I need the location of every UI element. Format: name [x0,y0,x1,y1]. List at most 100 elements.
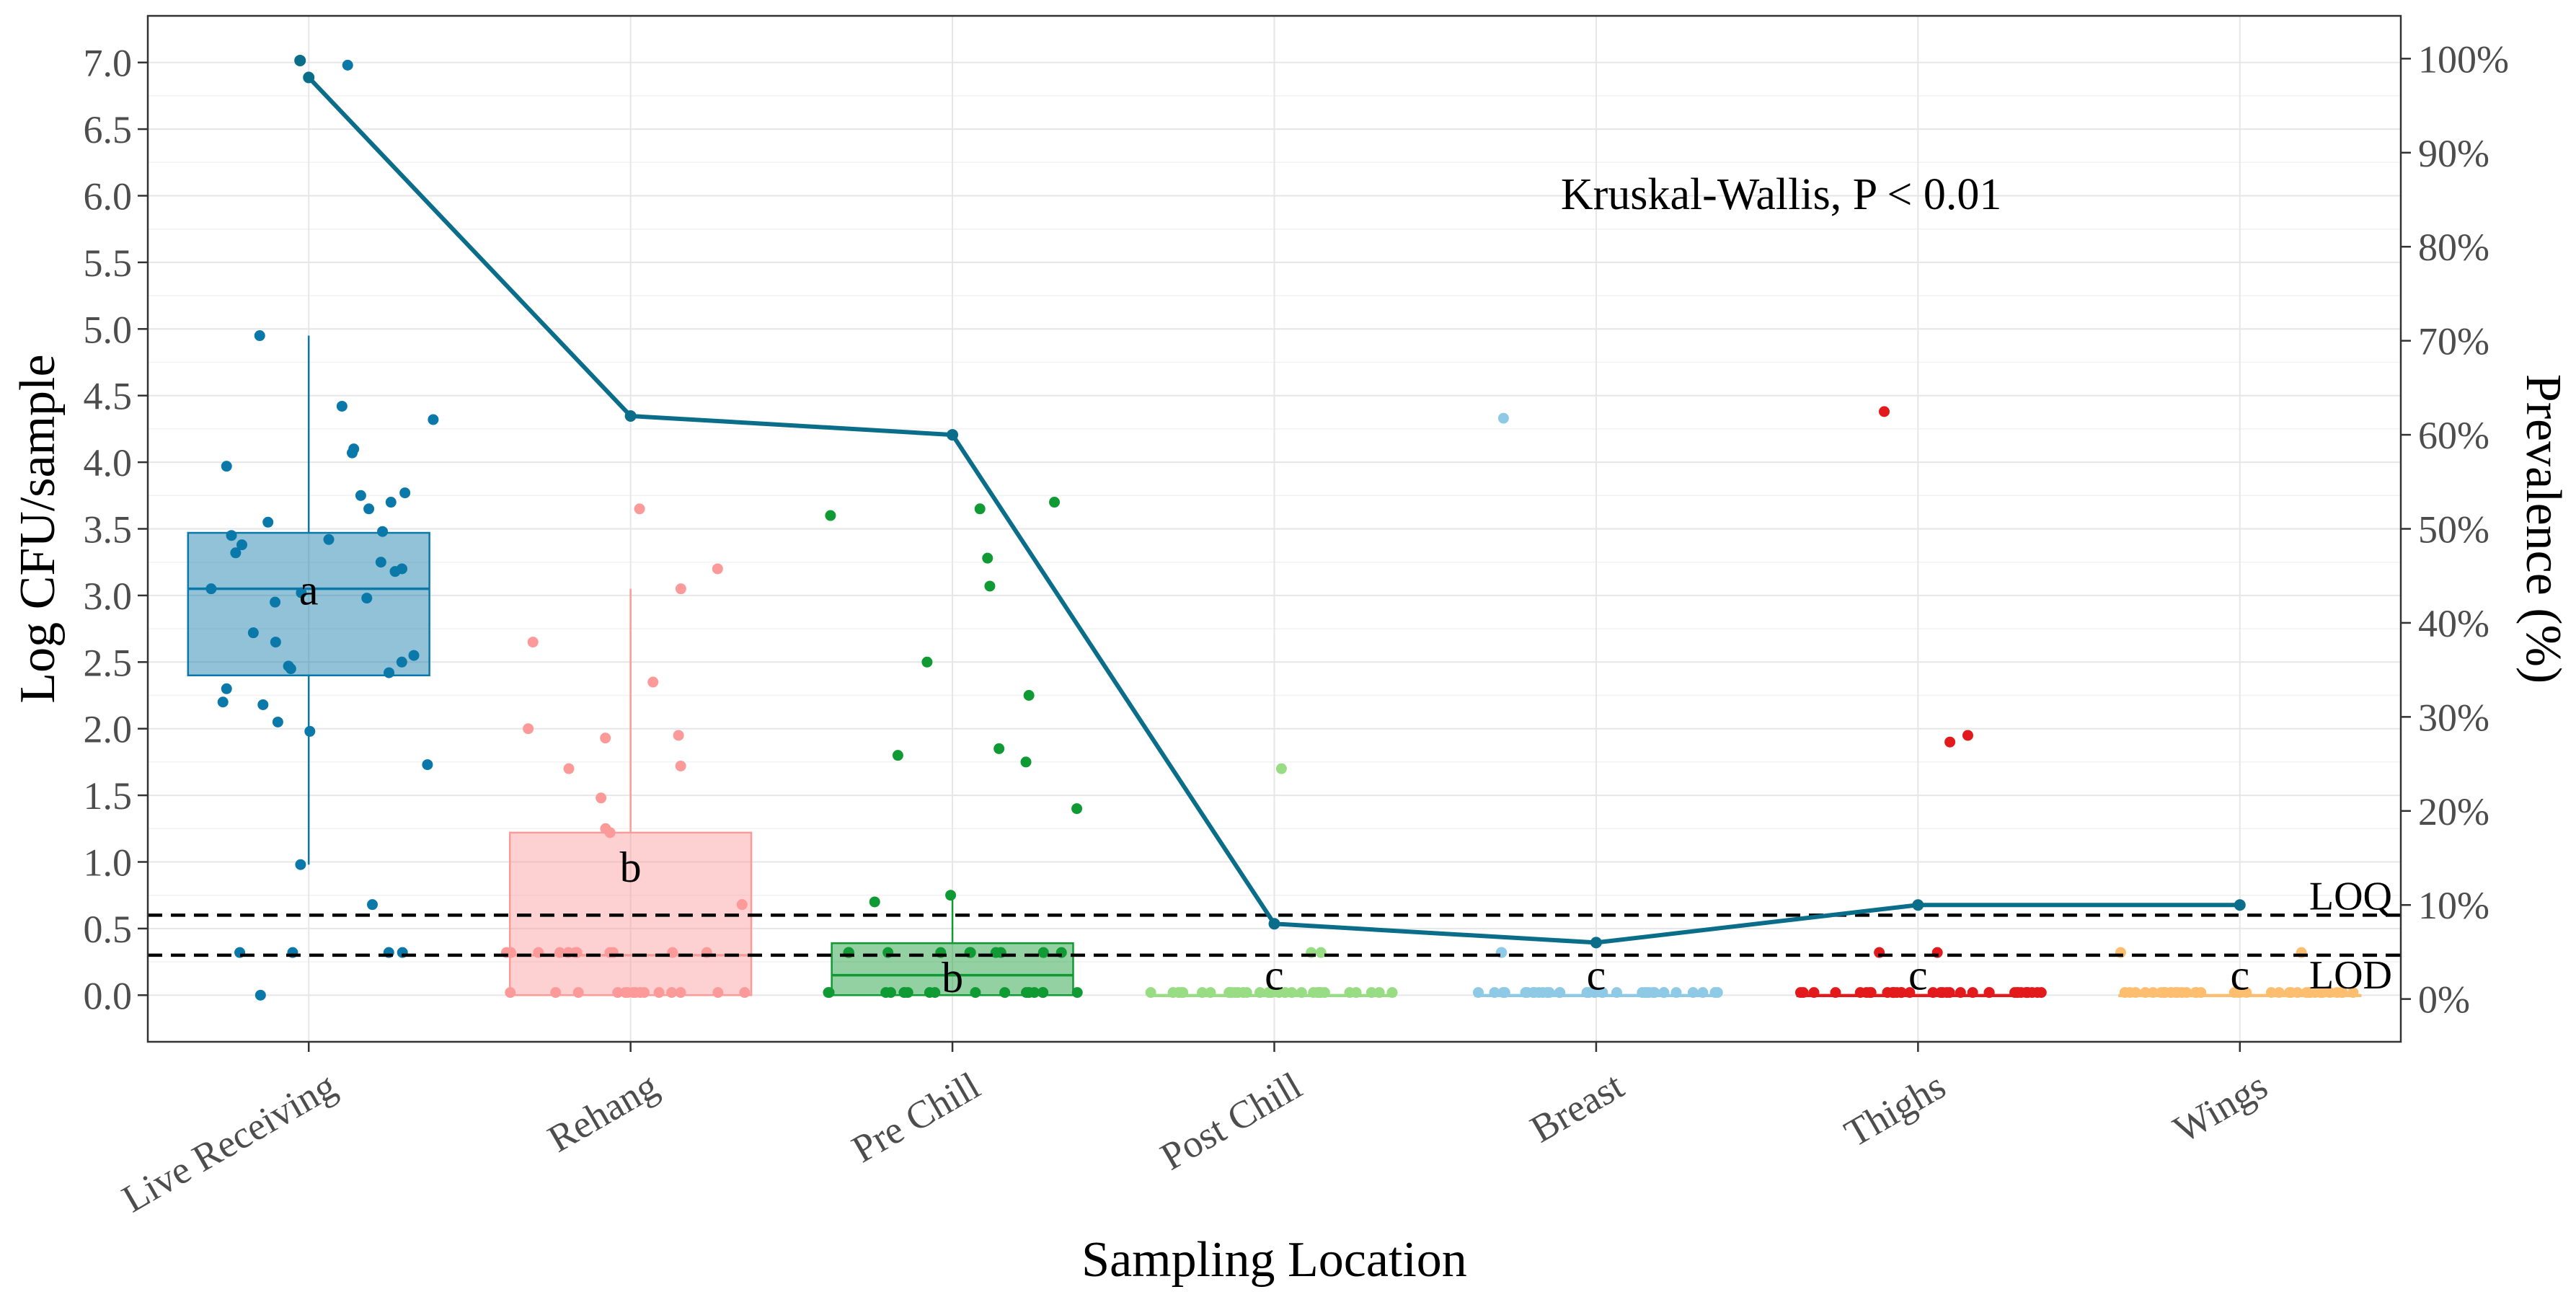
data-point [505,987,516,999]
data-point [428,414,439,425]
data-point [974,503,986,515]
data-point [1037,987,1048,999]
data-point [346,447,358,459]
data-point [621,987,633,999]
reference-label-lod: LOD [2309,953,2392,998]
data-point [217,696,229,708]
data-point [1373,987,1385,999]
prevalence-marker [1590,937,1602,949]
y2-tick-label: 50% [2418,508,2489,552]
boxplot-pre-chill [831,898,1074,996]
data-point [1229,987,1241,999]
data-point [336,400,348,412]
data-point [377,526,389,537]
data-point [1597,987,1608,999]
data-point [898,987,910,999]
data-point [984,580,996,592]
x-tick-label: Post Chill [1154,1063,1309,1178]
data-point [2027,987,2038,999]
prevalence-marker [1268,918,1280,930]
data-point [422,759,433,771]
data-point [1637,987,1648,999]
x-axis: Live Receiving Rehang Pre Chill Post Chill B… [115,1042,2275,1221]
y2-tick-label: 40% [2418,602,2489,645]
data-point [1275,763,1287,774]
x-tick-label: Breast [1523,1063,1630,1151]
y-tick-label: 0.5 [84,908,133,951]
data-point [563,763,575,774]
data-point [921,656,933,668]
reference-lines: LOQ LOD [148,874,2401,998]
group-letter: c [1587,951,1606,999]
y2-tick-label: 30% [2418,696,2489,739]
data-point [2172,987,2184,999]
data-point [2273,987,2285,999]
x-tick-label: Thighs [1837,1063,1952,1155]
data-point [2234,987,2245,999]
data-point [1263,987,1275,999]
data-point [712,987,724,999]
data-point [1197,987,1208,999]
data-point [1927,987,1939,999]
data-point [2315,987,2327,999]
prevalence-marker [947,429,959,441]
data-point [825,510,836,521]
data-point [366,899,378,911]
data-point [272,716,283,727]
group-letter: c [1908,951,1928,999]
kruskal-wallis-annotation: Kruskal-Wallis, P < 0.01 [1561,170,2001,219]
y-tick-label: 2.5 [84,641,133,684]
data-point [1904,987,1916,999]
data-point [1983,987,1995,999]
data-point [1955,987,1966,999]
y-tick-label: 0.0 [84,974,133,1017]
data-point [1670,987,1682,999]
data-point [1891,987,1903,999]
y-tick-label: 4.0 [84,441,133,484]
data-point [673,730,684,741]
data-point [634,503,645,515]
data-point [408,650,420,661]
data-point [2147,987,2159,999]
data-point [1386,987,1398,999]
data-point [572,987,584,999]
data-point [389,566,401,577]
box-iqr [831,942,1074,996]
data-point [1944,987,1955,999]
data-point [1029,987,1040,999]
data-point [892,750,903,761]
data-point [1472,987,1484,999]
data-point [675,987,686,999]
data-point [869,896,880,908]
data-point [929,987,941,999]
data-point [295,859,306,870]
data-point [1882,987,1893,999]
y2-tick-label: 70% [2418,320,2489,363]
y-tick-label: 1.0 [84,841,133,885]
y-tick-label: 1.5 [84,774,133,818]
data-point [1020,756,1032,768]
data-point [236,539,248,551]
y-tick-label: 4.5 [84,375,133,418]
data-point [993,743,1005,754]
data-point [675,760,686,771]
group-letter: c [2230,951,2249,999]
data-point [1205,987,1216,999]
data-point [1581,987,1593,999]
data-point [396,656,407,668]
data-point [221,683,232,694]
data-point [1315,947,1327,958]
data-point [270,596,281,608]
y-tick-label: 3.0 [84,575,133,618]
data-point [2140,987,2151,999]
data-point [342,59,353,71]
data-point [612,987,624,999]
y-tick-label: 6.0 [84,174,133,218]
data-point [945,890,957,901]
data-point [375,557,386,568]
data-point [1273,987,1285,999]
y2-tick-label: 80% [2418,226,2489,269]
data-point [1808,987,1820,999]
data-point [1319,987,1330,999]
